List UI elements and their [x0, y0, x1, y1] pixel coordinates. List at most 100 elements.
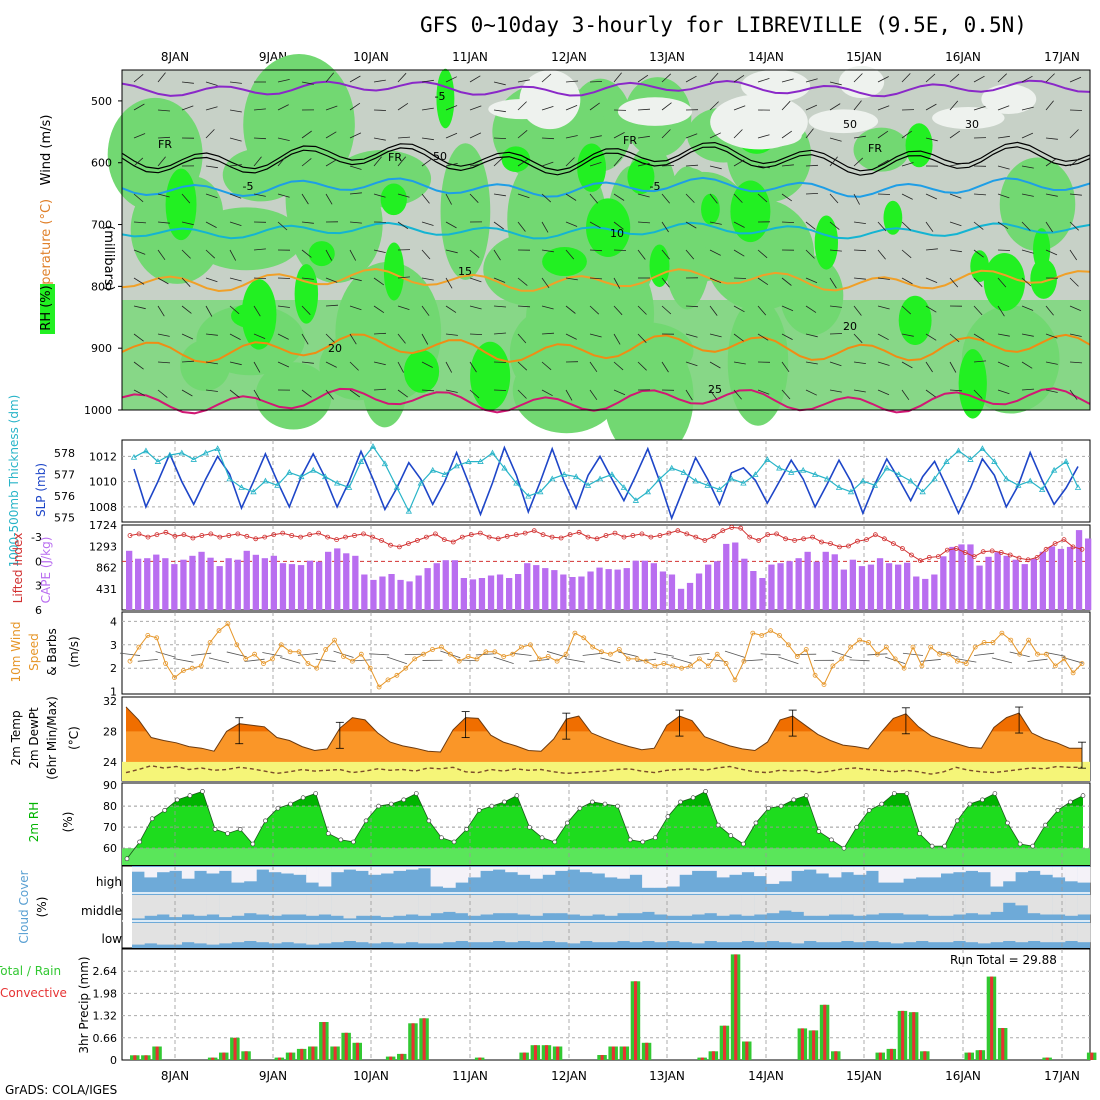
- rh2m-point: [175, 797, 180, 803]
- wind-barb: [829, 389, 842, 393]
- lifted-index-point: [154, 532, 160, 538]
- wind-barb: [853, 361, 866, 364]
- cloud-cell-low: [1015, 923, 1029, 943]
- cloud-cell-low: [1065, 923, 1078, 941]
- rh2m-point: [753, 820, 759, 826]
- rh2m-point: [275, 805, 281, 811]
- wind-barb: [877, 361, 890, 366]
- wind-barb: [205, 165, 218, 169]
- rh2m-point: [313, 791, 319, 796]
- lifted-index-point: [657, 533, 663, 538]
- date-label-bottom: 16JAN: [945, 1069, 981, 1083]
- cape-bar: [958, 544, 965, 610]
- wind-barb: [301, 277, 314, 280]
- thickness-point: [1074, 484, 1082, 490]
- cloud-cell-high: [1065, 867, 1078, 882]
- rh2m-point: [1080, 793, 1086, 798]
- wind-barb: [229, 109, 242, 113]
- wind-barb: [325, 249, 333, 261]
- wind-barb: [1069, 158, 1080, 167]
- wind-barb: [829, 249, 842, 252]
- wind-barb: [1021, 249, 1034, 254]
- wind-barb: [133, 103, 145, 111]
- cape-bar: [270, 555, 277, 610]
- cape-bar: [288, 564, 296, 610]
- lifted-index-point: [459, 534, 465, 540]
- wind10m-point: [349, 658, 355, 664]
- wind-barb: [301, 221, 314, 224]
- wind-barb: [469, 361, 477, 373]
- lifted-index-point: [504, 533, 510, 539]
- wind10m-point: [243, 656, 249, 662]
- wind-barb: [709, 165, 722, 170]
- cloud-cell-low: [256, 923, 270, 943]
- rh2m-point: [401, 797, 407, 803]
- cloud-cell-middle: [455, 895, 469, 914]
- lifted-index-point: [917, 558, 923, 563]
- cape-bar: [469, 579, 477, 610]
- wind-barb: [301, 361, 314, 364]
- rh2m-point: [351, 839, 356, 845]
- rh2m-point: [237, 826, 243, 832]
- wind-barb: [541, 277, 550, 289]
- wind-barb: [949, 73, 960, 83]
- isotherm-minus-5: [121, 176, 1091, 198]
- cloud-cell-middle: [1065, 895, 1078, 916]
- cape-bar: [614, 569, 621, 610]
- cloud-cell-low: [816, 923, 829, 943]
- wind10m-label2: Speed: [27, 633, 41, 671]
- cape-bar: [985, 556, 992, 610]
- wind-barb: [637, 74, 649, 83]
- cape-bar: [225, 558, 232, 610]
- thickness-point: [680, 469, 687, 475]
- cloud-cell-low: [903, 923, 917, 943]
- cape-bar: [741, 558, 748, 610]
- thickness-point: [979, 445, 986, 452]
- wind10m-point: [608, 651, 613, 657]
- cape-bar: [940, 556, 947, 610]
- isotherm-20: [121, 333, 1091, 364]
- wind-barb: [781, 277, 792, 286]
- cape-bar: [1085, 538, 1092, 610]
- lifted-index-point: [217, 534, 223, 540]
- cloud-cell-low: [679, 923, 693, 943]
- wind10m-point: [892, 656, 898, 662]
- lifted-index-point: [801, 536, 806, 542]
- cloud-cell-middle: [268, 895, 282, 916]
- wind-barb: [565, 221, 578, 227]
- wind-barb: [181, 333, 194, 340]
- rh2m-point: [1068, 799, 1073, 805]
- rh2m-point: [300, 795, 306, 801]
- rh2m-point: [766, 805, 771, 811]
- wind-barb: [373, 79, 386, 83]
- cloud-cell-middle: [1052, 895, 1066, 915]
- lifted-index-point: [837, 544, 842, 550]
- wind-barb: [157, 136, 171, 139]
- precip-convective-bar: [878, 1052, 882, 1060]
- lifted-index-line: [129, 526, 1083, 562]
- lifted-index-point: [136, 531, 142, 537]
- wind-barb: [445, 76, 457, 83]
- wind10m-point: [981, 640, 987, 645]
- wind-barb: [253, 333, 266, 339]
- wind-barb: [1045, 158, 1056, 167]
- cloud-cell-high: [890, 867, 904, 883]
- wind-barb: [589, 102, 600, 111]
- lifted-index-point: [226, 533, 232, 538]
- cloud-cell-high: [244, 867, 257, 882]
- wind-barb: [421, 107, 434, 111]
- cloud-cell-high: [903, 867, 917, 879]
- rh2m-point: [325, 831, 331, 836]
- wind-barb: [205, 249, 216, 259]
- wind-barb: [1045, 389, 1058, 393]
- wind-barb: [229, 333, 241, 340]
- precip-convective-bar: [355, 1042, 359, 1060]
- precip-convective-bar: [556, 1046, 560, 1060]
- slp-line: [133, 445, 1079, 521]
- upper-temp-label: Temperature (°C): [39, 199, 54, 312]
- precip-convective-bar: [422, 1018, 426, 1060]
- thickness-point: [166, 451, 174, 458]
- cloud-cell-high: [990, 867, 1004, 887]
- cape-bar: [922, 578, 929, 610]
- cloud-cell-high: [492, 867, 506, 870]
